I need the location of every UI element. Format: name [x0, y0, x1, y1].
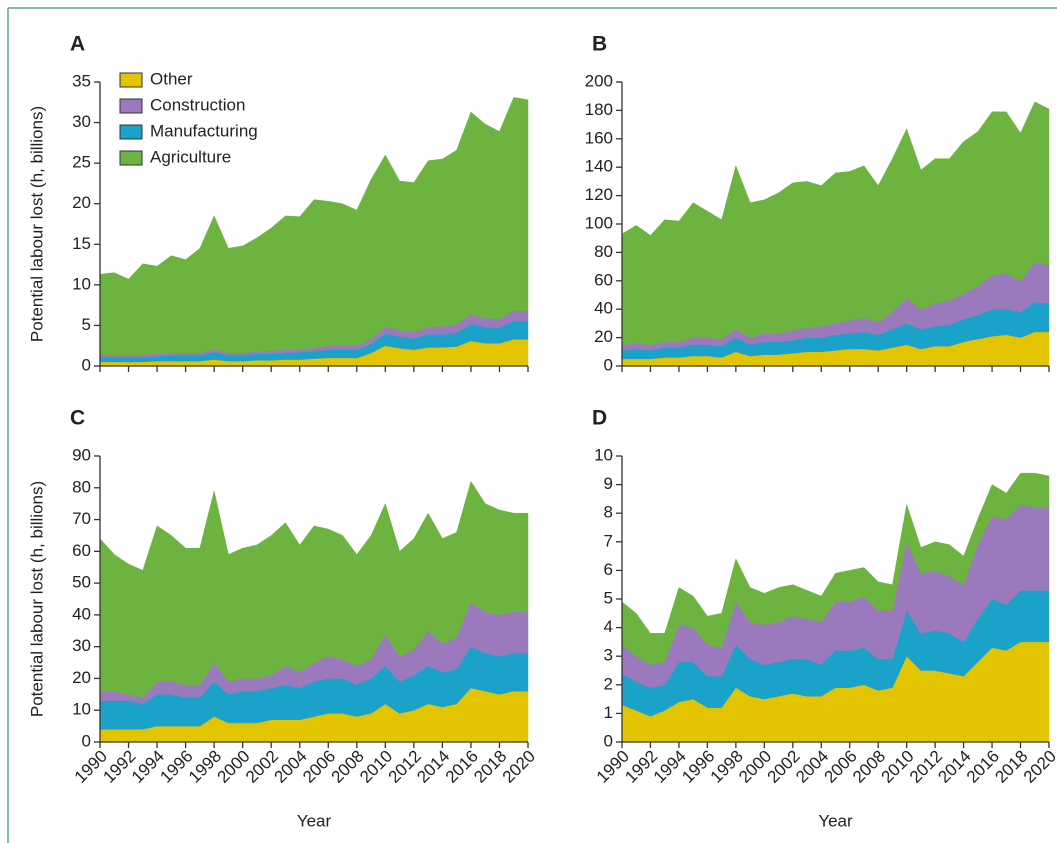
- area: [99, 480, 529, 698]
- y-tick-label: 160: [585, 128, 613, 147]
- y-tick-label: 0: [604, 731, 613, 750]
- legend-label: Construction: [150, 95, 245, 114]
- y-tick-label: 4: [604, 617, 613, 636]
- y-tick-label: 5: [604, 588, 613, 607]
- legend-swatch: [119, 150, 143, 166]
- area: [621, 472, 1050, 666]
- y-tick-label: 25: [72, 153, 91, 172]
- y-tick-label: 80: [72, 477, 91, 496]
- legend-label: Agriculture: [150, 147, 231, 166]
- area: [621, 101, 1050, 345]
- legend-label: Other: [150, 69, 193, 88]
- y-tick-label: 20: [72, 193, 91, 212]
- y-tick-label: 1: [604, 703, 613, 722]
- y-tick-label: 50: [72, 573, 91, 592]
- legend-swatch: [119, 98, 143, 114]
- y-tick-label: 3: [604, 646, 613, 665]
- legend-swatch: [119, 72, 143, 88]
- y-axis-label: Potential labour lost (h, billions): [27, 106, 46, 342]
- y-tick-label: 2: [604, 674, 613, 693]
- y-tick-label: 8: [604, 503, 613, 522]
- y-tick-label: 6: [604, 560, 613, 579]
- y-tick-label: 80: [594, 242, 613, 261]
- y-tick-label: 90: [72, 445, 91, 464]
- x-tick-label: 2020: [499, 747, 539, 787]
- panel-label: C: [70, 407, 85, 430]
- y-tick-label: 5: [82, 315, 91, 334]
- y-tick-label: 20: [72, 668, 91, 687]
- y-tick-label: 30: [72, 112, 91, 131]
- y-tick-label: 60: [594, 270, 613, 289]
- y-tick-label: 15: [72, 234, 91, 253]
- y-tick-label: 0: [82, 731, 91, 750]
- panel-label: D: [592, 407, 607, 430]
- legend-swatch: [119, 124, 143, 140]
- y-tick-label: 9: [604, 474, 613, 493]
- y-tick-label: 30: [72, 636, 91, 655]
- y-tick-label: 140: [585, 157, 613, 176]
- y-tick-label: 60: [72, 541, 91, 560]
- y-tick-label: 0: [82, 355, 91, 374]
- panel-label: A: [70, 33, 85, 56]
- y-tick-label: 200: [585, 71, 613, 90]
- x-tick-label: 2020: [1020, 747, 1057, 787]
- y-tick-label: 100: [585, 213, 613, 232]
- y-tick-label: 120: [585, 185, 613, 204]
- legend-label: Manufacturing: [150, 121, 258, 140]
- y-tick-label: 40: [594, 299, 613, 318]
- x-axis-label: Year: [818, 811, 853, 830]
- y-tick-label: 10: [72, 700, 91, 719]
- y-tick-label: 70: [72, 509, 91, 528]
- area: [99, 97, 529, 355]
- y-tick-label: 20: [594, 327, 613, 346]
- y-tick-label: 35: [72, 71, 91, 90]
- y-tick-label: 40: [72, 604, 91, 623]
- x-axis-label: Year: [297, 811, 332, 830]
- y-tick-label: 7: [604, 531, 613, 550]
- y-tick-label: 10: [72, 274, 91, 293]
- panel-label: B: [592, 33, 607, 56]
- y-tick-label: 0: [604, 355, 613, 374]
- y-tick-label: 180: [585, 100, 613, 119]
- y-tick-label: 10: [594, 445, 613, 464]
- y-axis-label: Potential labour lost (h, billions): [27, 481, 46, 717]
